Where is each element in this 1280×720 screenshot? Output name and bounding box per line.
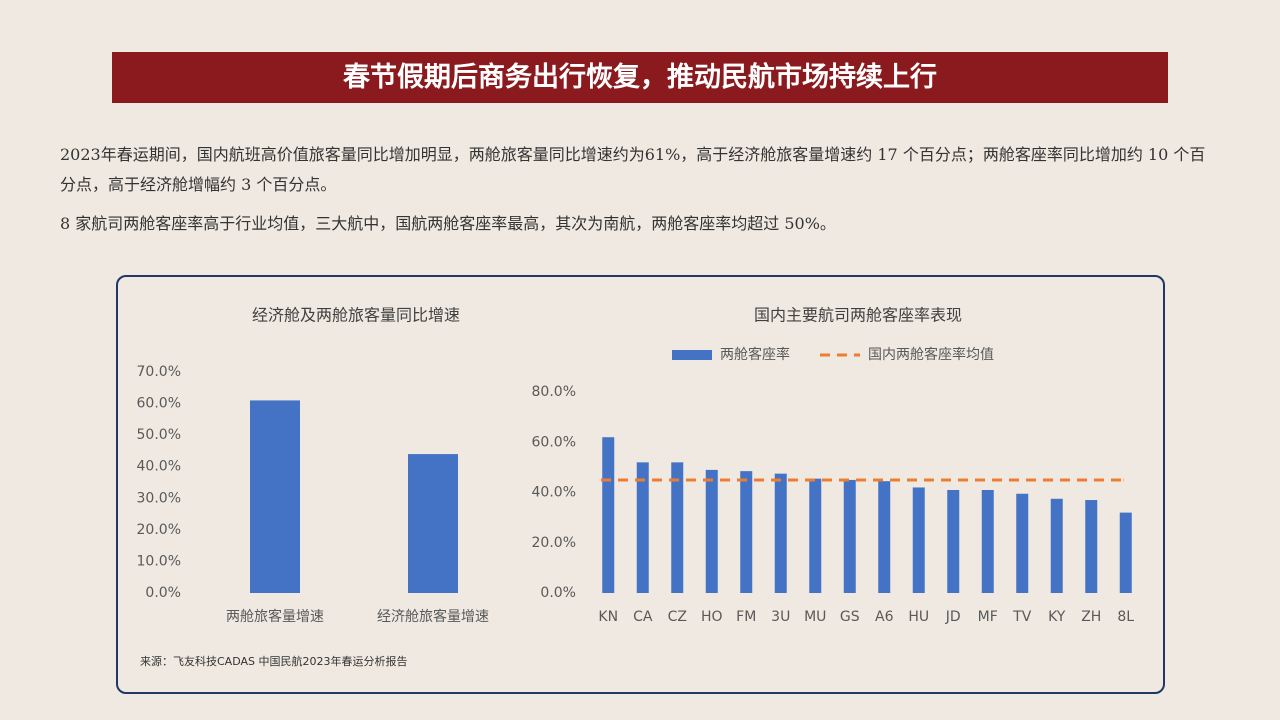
chart-panel [116, 275, 1165, 694]
bar [740, 471, 753, 593]
y-tick-label: 20.0% [137, 522, 181, 538]
slide-title: 春节假期后商务出行恢复，推动民航市场持续上行 [112, 52, 1168, 103]
x-tick-label: 8L [1117, 609, 1134, 625]
x-tick-label: TV [1012, 609, 1032, 625]
bar [878, 481, 891, 593]
y-tick-label: 20.0% [532, 535, 576, 551]
bar [1050, 498, 1063, 593]
bar [912, 487, 925, 593]
bar [408, 454, 458, 593]
y-tick-label: 10.0% [137, 553, 181, 569]
bar [843, 479, 856, 593]
bar [671, 462, 684, 593]
legend-swatch [672, 350, 712, 360]
bar [1016, 493, 1029, 593]
x-tick-label: HU [908, 609, 929, 625]
y-tick-label: 60.0% [137, 396, 181, 412]
y-tick-label: 40.0% [532, 485, 576, 501]
y-tick-label: 60.0% [532, 434, 576, 450]
y-tick-label: 50.0% [137, 427, 181, 443]
x-tick-label: KY [1048, 609, 1066, 625]
bar [1085, 500, 1098, 593]
x-tick-label: MU [804, 609, 826, 625]
x-tick-label: 经济舱旅客量增速 [377, 608, 489, 625]
bar [947, 489, 960, 593]
bar [1119, 512, 1132, 593]
y-tick-label: 30.0% [137, 490, 181, 506]
y-tick-label: 0.0% [540, 585, 576, 601]
x-tick-label: A6 [875, 609, 894, 625]
bar [705, 469, 718, 593]
paragraph: 8 家航司两舱客座率高于行业均值，三大航中，国航两舱客座率最高，其次为南航，两舱… [60, 214, 836, 233]
source: 来源：飞友科技CADAS 中国民航2023年春运分析报告 [140, 654, 407, 668]
x-tick-label: KN [598, 609, 618, 625]
x-tick-label: 3U [771, 609, 790, 625]
bar [774, 473, 787, 593]
bar [636, 462, 649, 593]
y-tick-label: 80.0% [532, 384, 576, 400]
x-tick-label: GS [840, 609, 860, 625]
bar [981, 489, 994, 593]
bar [250, 400, 300, 593]
bar [602, 437, 615, 593]
paragraph: 2023年春运期间，国内航班高价值旅客量同比增加明显，两舱旅客量同比增速约为61… [60, 145, 1206, 194]
x-tick-label: FM [736, 609, 756, 625]
x-tick-label: MF [978, 609, 998, 625]
x-tick-label: JD [945, 609, 961, 625]
y-tick-label: 40.0% [137, 459, 181, 475]
x-tick-label: HO [701, 609, 723, 625]
bar [809, 478, 822, 593]
chart-title: 国内主要航司两舱客座率表现 [754, 306, 962, 325]
x-tick-label: ZH [1081, 609, 1101, 625]
legend-label: 两舱客座率 [720, 346, 790, 363]
x-tick-label: CZ [668, 609, 687, 625]
chart-title: 经济舱及两舱旅客量同比增速 [252, 306, 460, 325]
y-tick-label: 70.0% [137, 364, 181, 380]
x-tick-label: CA [633, 609, 653, 625]
legend-label: 国内两舱客座率均值 [868, 346, 994, 363]
x-tick-label: 两舱旅客量增速 [226, 608, 324, 625]
y-tick-label: 0.0% [145, 585, 181, 601]
